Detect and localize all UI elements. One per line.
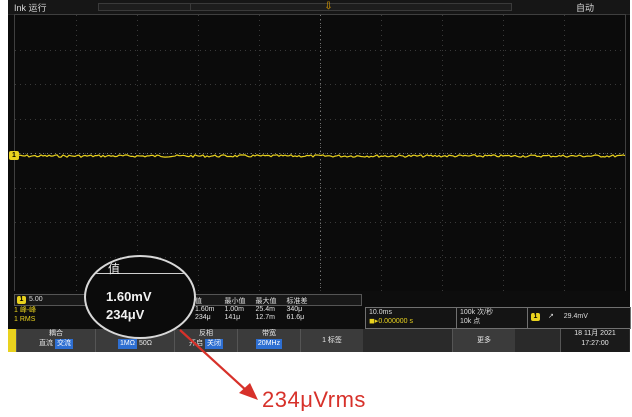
bandwidth-value: 20MHz [255, 339, 283, 349]
header-min: 最小值 [224, 298, 246, 305]
trigger-source-badge: 1 [531, 313, 540, 321]
more-button[interactable]: 更多 [452, 329, 515, 352]
header-value: 值 [195, 298, 202, 305]
annotation-label: 234μVrms [262, 387, 366, 412]
table-row: 234μ 141μ 12.7m 61.6μ [190, 314, 312, 322]
arrow-shaft [179, 329, 249, 393]
ch1-offset-marker[interactable]: 1 [9, 151, 19, 160]
acquisition-mode: Ink 运行 [14, 3, 47, 13]
cell: 12.7m [255, 314, 275, 321]
measurement-table: 值 最小值 最大值 标准差 1.60m 1.00m 25.4m 340μ 234… [190, 298, 312, 322]
cell: 61.6μ [286, 314, 305, 321]
coupling-ac: 交流 [54, 339, 73, 349]
bandwidth-title: 带宽 [262, 330, 276, 337]
magnifier-divider [86, 273, 194, 274]
trigger-box[interactable]: 1 ↗ 29.4mV [527, 307, 631, 329]
date-text: 18 11月 2021 [574, 330, 616, 337]
cell: 25.4m [255, 306, 275, 313]
bandwidth-button[interactable]: 带宽 20MHz [237, 329, 300, 352]
sample-rate: 100k 次/秒 [460, 309, 494, 316]
graticule [15, 15, 625, 291]
coupling-dc: 直流 [39, 340, 54, 347]
cell: 1.00m [224, 306, 244, 313]
label-title: 1 标签 [322, 337, 342, 344]
cell: 234μ [195, 314, 211, 321]
magnifier-rms-value: 234μV [106, 307, 145, 322]
coupling-title: 耦合 [49, 330, 63, 337]
magnifier-title: 值 [108, 262, 121, 276]
header-max: 最大值 [255, 298, 277, 305]
rms-label: 1 RMS [14, 316, 36, 323]
invert-off: 关闭 [204, 339, 223, 349]
label-button[interactable]: 1 标签 [300, 329, 363, 352]
datetime-display: 18 11月 2021 17:27:00 [560, 329, 629, 352]
trigger-delay: ◼▸0.000000 s [369, 318, 413, 325]
trigger-position-icon[interactable]: ⇩ [324, 1, 333, 12]
cell: 141μ [224, 314, 241, 321]
invert-title: 反相 [199, 330, 213, 337]
time-text: 17:27:00 [581, 340, 609, 347]
measurement-labels: 1 峰-峰 1 RMS [14, 306, 84, 324]
trigger-mode: 自动 [575, 3, 594, 13]
magnifier-callout: 值 1.60mV 234μV [84, 255, 196, 339]
trigger-level: 29.4mV [563, 313, 588, 320]
record-length: 10k 点 [460, 318, 481, 325]
ch1-trace [15, 154, 625, 158]
timebase-box[interactable]: 10.0ms ◼▸0.000000 s [365, 307, 459, 329]
ch1-scale: 5.00 [29, 296, 43, 303]
header-std: 标准差 [286, 298, 308, 305]
termination-50: 50Ω [138, 340, 152, 347]
ch1-menu-tab[interactable] [8, 329, 16, 352]
record-view [190, 3, 512, 11]
cell: 340μ [286, 306, 303, 313]
pk-pk-label: 1 峰-峰 [14, 307, 37, 314]
magnifier-pk-pk-value: 1.60mV [106, 289, 152, 304]
ch1-badge: 1 [17, 296, 26, 304]
measurement-results: 值 最小值 最大值 标准差 1.60m 1.00m 25.4m 340μ 234… [22, 298, 360, 326]
table-row: 1.60m 1.00m 25.4m 340μ [190, 306, 312, 314]
table-header: 值 最小值 最大值 标准差 [190, 298, 312, 306]
time-per-div: 10.0ms [369, 309, 392, 316]
more-title: 更多 [477, 337, 491, 344]
arrow-head [239, 383, 258, 400]
cell: 1.60m [195, 306, 215, 313]
coupling-button[interactable]: 耦合 直流 交流 [16, 329, 95, 352]
termination-1m: 1MΩ [118, 339, 137, 349]
trigger-slope-icon: ↗ [547, 312, 554, 320]
